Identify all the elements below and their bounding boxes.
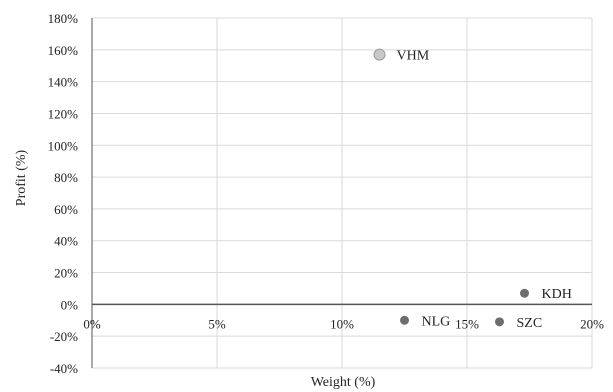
x-tick-labels: 0% 5% 10% 15% 20% — [83, 316, 604, 331]
point-label-kdh: KDH — [542, 287, 572, 302]
point-label-szc: SZC — [517, 316, 543, 331]
point-label-vhm: VHM — [397, 49, 430, 64]
y-tick-label: 40% — [54, 234, 78, 249]
y-tick-label: 180% — [48, 11, 79, 26]
point-szc — [495, 317, 504, 327]
point-kdh — [520, 288, 529, 298]
y-tick-label: 160% — [48, 43, 79, 58]
y-tick-label: 120% — [48, 106, 79, 121]
y-tick-label: 20% — [54, 266, 78, 281]
y-axis-title: Profit (%) — [14, 149, 29, 206]
y-tick-label: 60% — [54, 202, 78, 217]
y-tick-label: 140% — [48, 75, 79, 90]
y-tick-label: 0% — [61, 297, 79, 312]
y-tick-label: 80% — [54, 170, 78, 185]
point-nlg — [400, 315, 409, 325]
x-tick-label: 10% — [330, 316, 354, 331]
data-points: VHM KDH NLG SZC — [373, 48, 572, 331]
grid-lines — [92, 17, 593, 369]
axes — [91, 18, 592, 368]
y-tick-label: -40% — [50, 361, 78, 376]
x-tick-label: 20% — [580, 316, 604, 331]
y-tick-label: -20% — [50, 329, 78, 344]
y-tick-label: 100% — [48, 138, 79, 153]
point-vhm — [373, 48, 386, 61]
y-tick-labels: -40% -20% 0% 20% 40% 60% 80% 100% 120% 140% 160% 18… — [48, 11, 79, 376]
x-tick-label: 5% — [208, 316, 226, 331]
x-tick-label: 15% — [455, 316, 479, 331]
x-axis-title: Weight (%) — [311, 375, 376, 390]
point-label-nlg: NLG — [422, 314, 451, 329]
x-tick-label: 0% — [83, 316, 101, 331]
